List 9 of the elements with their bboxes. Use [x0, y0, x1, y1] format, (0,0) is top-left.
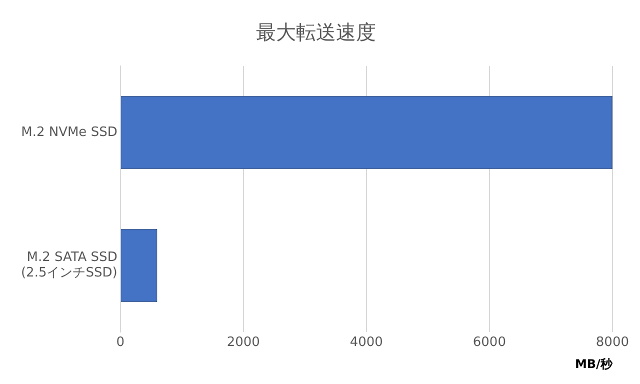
x-tick-label: 4000 [350, 335, 383, 350]
y-tick-label: M.2 NVMe SSD [21, 124, 118, 140]
x-tick-label: 0 [116, 335, 124, 350]
y-tick-label: M.2 SATA SSD (2.5インチSSD) [20, 250, 118, 281]
x-tick-label: 2000 [226, 335, 260, 350]
x-axis-title: MB/秒 [574, 356, 614, 371]
x-tick-label: 8000 [596, 335, 630, 350]
x-tick-label: 6000 [472, 335, 506, 350]
chart-title: 最大転送速度 [256, 20, 376, 44]
